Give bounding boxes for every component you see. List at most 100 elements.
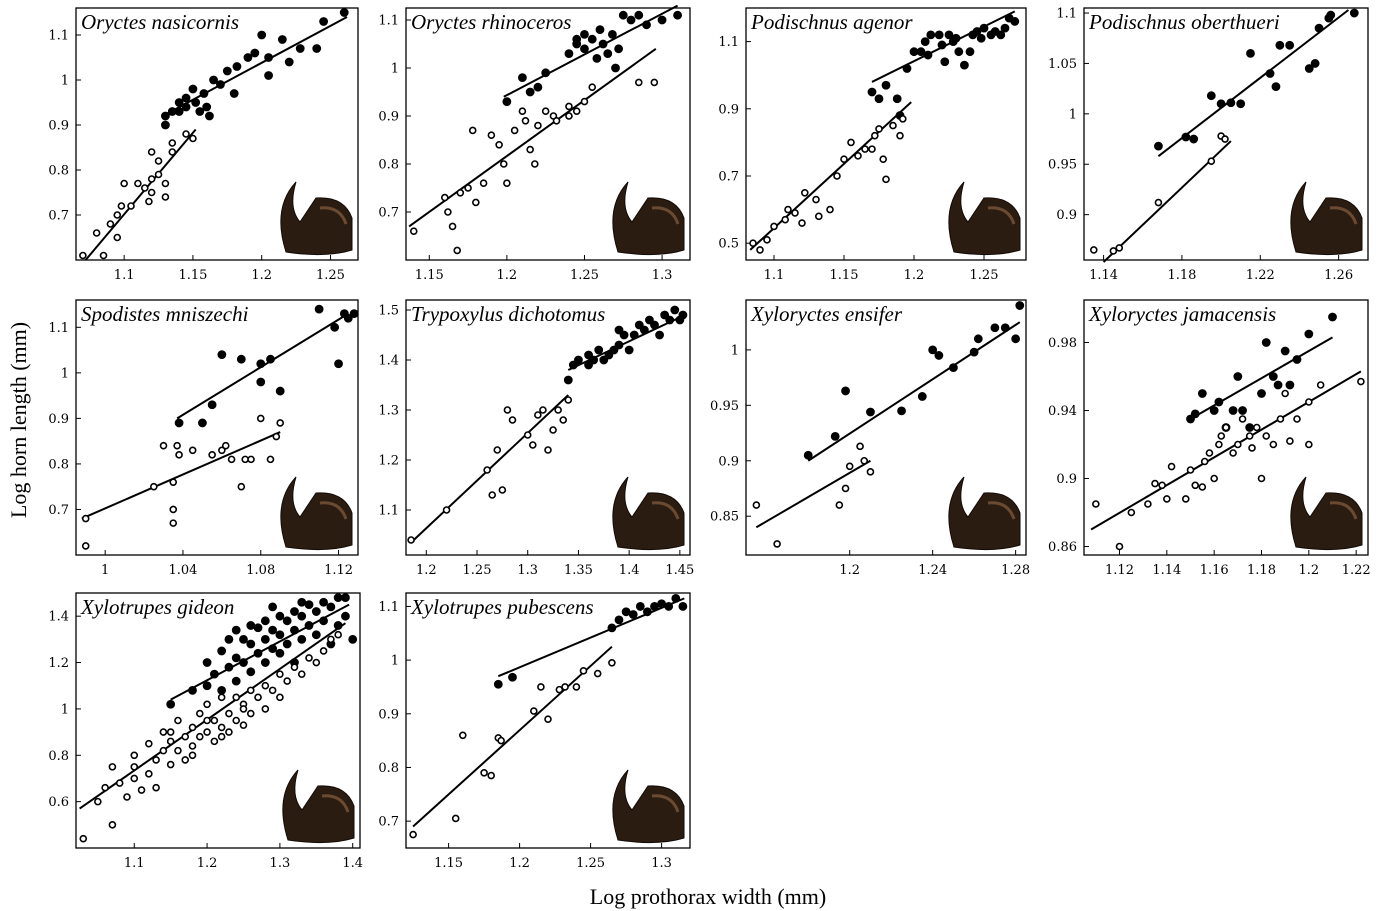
x-tick-label: 1.24 [918, 563, 947, 578]
data-point-filled [587, 34, 597, 44]
data-point-open [210, 716, 219, 725]
data-point-open [593, 669, 602, 678]
data-point-filled [216, 80, 225, 89]
data-point-filled [830, 431, 840, 441]
data-point-open [182, 130, 190, 138]
panel-frame [75, 7, 359, 261]
data-point-open [537, 683, 545, 691]
data-point-filled [1314, 23, 1324, 33]
data-point-filled [1268, 372, 1278, 381]
x-tick-label: 1.2 [839, 563, 860, 578]
y-tick-label: 0.8 [378, 158, 399, 173]
beetle-photo [282, 769, 355, 844]
regression-line-open [1090, 370, 1362, 531]
data-point-open [203, 728, 211, 736]
data-point-open [1217, 432, 1226, 440]
data-point-open [442, 506, 451, 514]
data-point-filled [533, 82, 543, 92]
y-tick-label: 0.7 [378, 206, 399, 221]
data-point-open [508, 416, 517, 424]
data-point-open [835, 501, 844, 509]
data-point-open [108, 821, 117, 829]
data-point-open [334, 630, 342, 639]
data-point-filled [275, 386, 285, 396]
data-point-open [499, 160, 508, 168]
data-point-open [137, 786, 146, 794]
data-point-open [1158, 481, 1166, 490]
y-tick-label: 1 [391, 654, 399, 669]
x-axis-label: Log prothorax width (mm) [590, 884, 826, 909]
data-point-open [1305, 398, 1313, 406]
x-tick-label: 1.15 [434, 856, 463, 871]
data-point-open [814, 212, 823, 221]
y-tick-label: 0.94 [1048, 404, 1077, 419]
beetle-photo [612, 769, 685, 844]
data-point-filled [181, 102, 191, 112]
data-point-filled [949, 363, 958, 373]
data-point-open [480, 769, 488, 777]
data-point-open [203, 700, 211, 709]
data-point-filled [207, 400, 217, 410]
data-point-filled [1214, 397, 1224, 407]
data-point-open [297, 670, 306, 678]
data-point-open [217, 723, 226, 732]
data-point-open [203, 716, 211, 725]
data-point-filled [199, 89, 209, 98]
data-point-filled [580, 44, 589, 54]
data-point-open [256, 414, 265, 423]
x-tick-label: 1.25 [576, 856, 605, 871]
data-point-open [1293, 415, 1301, 423]
data-point-open [1262, 432, 1271, 440]
data-point-open [579, 667, 588, 675]
data-point-open [798, 219, 806, 227]
data-point-filled [188, 685, 197, 695]
data-point-filled [195, 107, 205, 116]
regression-line-filled [807, 321, 1021, 462]
data-point-open [149, 482, 158, 491]
data-point-open [784, 205, 792, 214]
data-point-filled [954, 47, 964, 57]
data-point-filled [1015, 301, 1025, 310]
data-point-open [173, 441, 181, 450]
data-point-filled [256, 359, 266, 369]
data-point-filled [665, 315, 675, 325]
panel-podischnus-agenor: 1.1 1.15 1.2 1.25 0.5 0.7 0.9 1.1 Podischnus age… [718, 7, 1027, 283]
data-point-filled [1226, 98, 1236, 108]
data-point-filled [260, 634, 270, 644]
data-point-filled [614, 44, 624, 54]
data-point-filled [923, 50, 933, 60]
x-tick-label: 1.2 [497, 268, 518, 283]
data-point-open [870, 131, 879, 140]
data-point-open [239, 721, 248, 729]
panel-frame [745, 299, 1027, 556]
data-point-open [127, 202, 135, 210]
data-point-filled [1280, 346, 1290, 356]
x-tick-label: 1.3 [652, 268, 673, 283]
series-open [81, 414, 285, 550]
data-point-filled [1265, 69, 1275, 78]
data-point-filled [209, 75, 218, 85]
data-point-filled [937, 40, 947, 50]
data-point-open [247, 455, 255, 464]
data-point-filled [897, 406, 906, 416]
regression-line-filled [503, 4, 679, 98]
data-point-filled [803, 450, 813, 460]
data-point-filled [1011, 334, 1021, 344]
data-point-filled [1238, 406, 1247, 415]
data-point-filled [209, 669, 219, 679]
y-tick-label: 0.8 [378, 761, 399, 776]
data-point-filled [268, 644, 278, 654]
data-point-open [1109, 247, 1118, 255]
x-tick-label: 1.15 [830, 268, 859, 283]
data-point-open [81, 514, 90, 523]
y-tick-label: 0.8 [48, 749, 69, 764]
data-point-open [756, 246, 764, 254]
data-point-filled [1189, 134, 1199, 144]
data-point-open [749, 239, 757, 247]
data-point-open [166, 728, 175, 736]
data-point-open [791, 209, 799, 217]
data-point-filled [940, 57, 950, 67]
y-tick-label: 1 [61, 74, 69, 89]
data-point-open [120, 179, 128, 188]
data-point-filled [202, 658, 212, 667]
